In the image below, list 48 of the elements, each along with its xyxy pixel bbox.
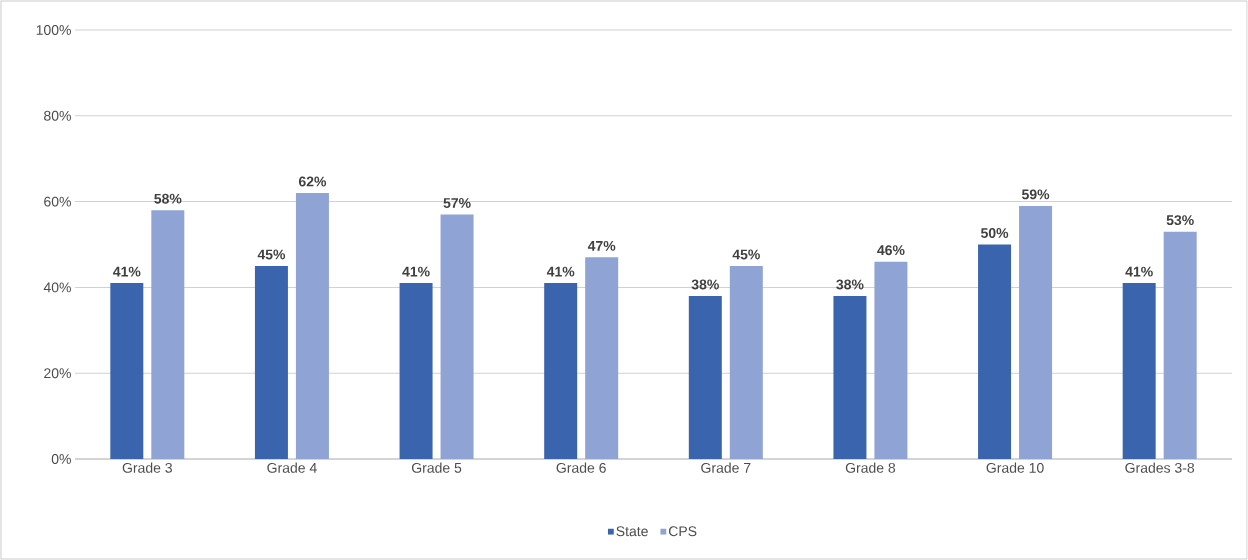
data-label: 50% bbox=[980, 228, 1009, 238]
bar bbox=[1019, 205, 1053, 459]
x-tick-label: Grade 5 bbox=[411, 462, 462, 473]
x-tick-label: Grade 10 bbox=[986, 462, 1044, 473]
bar bbox=[688, 295, 722, 459]
data-label: 45% bbox=[732, 249, 760, 260]
bar bbox=[1122, 283, 1156, 459]
y-tick-label: 100% bbox=[36, 25, 71, 35]
bar bbox=[295, 193, 329, 459]
y-tick-label: 80% bbox=[44, 110, 71, 121]
bar bbox=[151, 210, 185, 459]
y-tick-label: 40% bbox=[43, 282, 71, 293]
bar bbox=[978, 244, 1012, 459]
x-tick-label: Grade 8 bbox=[845, 462, 896, 473]
data-label: 45% bbox=[257, 249, 286, 260]
bar bbox=[399, 283, 433, 459]
data-label: 47% bbox=[587, 240, 616, 251]
data-label: 62% bbox=[298, 176, 327, 187]
bar bbox=[440, 214, 474, 459]
x-tick-label: Grade 7 bbox=[701, 462, 751, 473]
bar bbox=[1163, 231, 1197, 459]
legend-label: State bbox=[616, 526, 648, 537]
y-tick-label: 60% bbox=[44, 196, 71, 207]
bar bbox=[585, 257, 619, 459]
x-tick-label: Grade 6 bbox=[556, 462, 606, 473]
bar bbox=[544, 283, 578, 459]
data-label: 58% bbox=[154, 193, 182, 204]
legend-label: CPS bbox=[668, 526, 697, 537]
bar bbox=[874, 261, 908, 459]
bar bbox=[254, 265, 288, 459]
bar bbox=[833, 295, 867, 459]
y-tick-label: 0% bbox=[51, 454, 71, 464]
data-label: 59% bbox=[1021, 189, 1050, 200]
y-tick-label: 20% bbox=[44, 368, 71, 379]
x-tick-label: Grade 3 bbox=[122, 462, 172, 473]
data-label: 38% bbox=[836, 279, 864, 290]
x-tick-label: Grades 3-8 bbox=[1125, 462, 1195, 473]
x-tick-label: Grade 4 bbox=[267, 462, 317, 473]
data-label: 41% bbox=[402, 266, 430, 277]
data-label: 57% bbox=[443, 198, 471, 208]
data-label: 41% bbox=[546, 266, 575, 277]
data-label: 41% bbox=[1125, 266, 1153, 277]
bar bbox=[729, 265, 763, 459]
data-label: 41% bbox=[113, 266, 141, 277]
data-label: 53% bbox=[1166, 215, 1194, 226]
data-label: 38% bbox=[691, 279, 719, 290]
bar bbox=[110, 283, 144, 459]
data-label: 46% bbox=[877, 245, 905, 256]
